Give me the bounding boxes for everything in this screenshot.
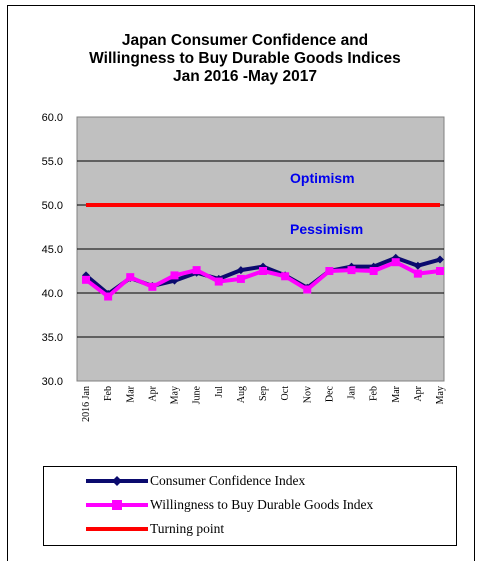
data-point-willingness-to-buy-durable-goods-index [126, 273, 135, 282]
legend-swatch-consumer-confidence [86, 476, 148, 486]
x-tick-label: Feb [103, 386, 114, 401]
x-tick-label: May [170, 386, 181, 404]
chart-title-line-3: Jan 2016 -May 2017 [173, 68, 317, 85]
data-point-willingness-to-buy-durable-goods-index [259, 267, 267, 275]
x-tick-label: Aug [236, 386, 247, 403]
data-point-willingness-to-buy-durable-goods-index [391, 258, 400, 267]
x-tick-label: Sep [258, 386, 269, 401]
legend-label-willingness: Willingness to Buy Durable Goods Index [150, 497, 374, 512]
y-tick-label: 45.0 [42, 244, 63, 256]
x-tick-label: Nov [302, 386, 313, 403]
x-axis-ticks: 2016 Jan Feb Mar Apr May June Jul Aug Sep Oct Nov D… [81, 385, 446, 422]
y-tick-label: 50.0 [42, 200, 63, 212]
legend-label-turning-point: Turning point [150, 521, 225, 536]
data-point-willingness-to-buy-durable-goods-index [104, 292, 113, 301]
data-point-consumer-confidence-index [236, 266, 245, 275]
x-tick-label: Feb [369, 386, 380, 401]
legend-swatch-turning-point [86, 527, 148, 531]
legend-item-turning-point: Turning point [44, 519, 456, 539]
chart-title: Japan Consumer Confidence and Willingnes… [0, 32, 490, 86]
data-point-willingness-to-buy-durable-goods-index [347, 266, 356, 275]
x-tick-label: Mar [391, 385, 402, 402]
chart-legend: Consumer Confidence Index Willingness to… [43, 466, 457, 546]
y-tick-label: 60.0 [42, 112, 63, 124]
data-point-willingness-to-buy-durable-goods-index [436, 267, 444, 275]
data-point-willingness-to-buy-durable-goods-index [192, 266, 201, 275]
y-tick-label: 40.0 [42, 288, 63, 300]
x-tick-label: Dec [324, 385, 335, 402]
annotation-pessimism: Pessimism [290, 221, 363, 237]
legend-item-willingness: Willingness to Buy Durable Goods Index [44, 495, 456, 515]
y-tick-label: 30.0 [42, 376, 63, 388]
x-tick-label: 2016 Jan [81, 386, 92, 422]
y-axis-ticks: 30.0 35.0 40.0 45.0 50.0 55.0 60.0 [42, 112, 63, 388]
chart-title-line-2: Willingness to Buy Durable Goods Indices [89, 50, 401, 67]
data-point-willingness-to-buy-durable-goods-index [281, 272, 290, 281]
data-point-willingness-to-buy-durable-goods-index [369, 267, 378, 275]
series-group [82, 203, 444, 301]
x-tick-label: Mar [125, 385, 136, 402]
y-tick-label: 55.0 [42, 156, 63, 168]
data-point-willingness-to-buy-durable-goods-index [413, 269, 422, 278]
data-point-willingness-to-buy-durable-goods-index [303, 285, 312, 294]
data-point-willingness-to-buy-durable-goods-index [170, 271, 179, 280]
legend-label-consumer-confidence: Consumer Confidence Index [150, 473, 306, 488]
x-tick-label: Apr [413, 385, 424, 401]
data-point-willingness-to-buy-durable-goods-index [148, 282, 157, 291]
annotation-optimism: Optimism [290, 170, 355, 186]
x-tick-label: Oct [280, 386, 291, 401]
legend-item-consumer-confidence: Consumer Confidence Index [44, 471, 456, 491]
data-point-willingness-to-buy-durable-goods-index [82, 275, 90, 284]
data-point-willingness-to-buy-durable-goods-index [236, 274, 245, 283]
x-tick-label: May [435, 386, 446, 404]
x-tick-label: Apr [147, 385, 158, 401]
x-tick-label: Jan [347, 386, 358, 399]
data-point-consumer-confidence-index [436, 255, 444, 264]
data-point-willingness-to-buy-durable-goods-index [325, 267, 334, 275]
data-point-willingness-to-buy-durable-goods-index [214, 277, 223, 286]
x-tick-label: June [192, 385, 203, 404]
y-tick-label: 35.0 [42, 332, 63, 344]
legend-swatch-willingness [86, 500, 148, 510]
data-point-consumer-confidence-index [413, 261, 422, 270]
x-tick-label: Jul [214, 386, 225, 398]
chart-title-line-1: Japan Consumer Confidence and [121, 32, 369, 49]
